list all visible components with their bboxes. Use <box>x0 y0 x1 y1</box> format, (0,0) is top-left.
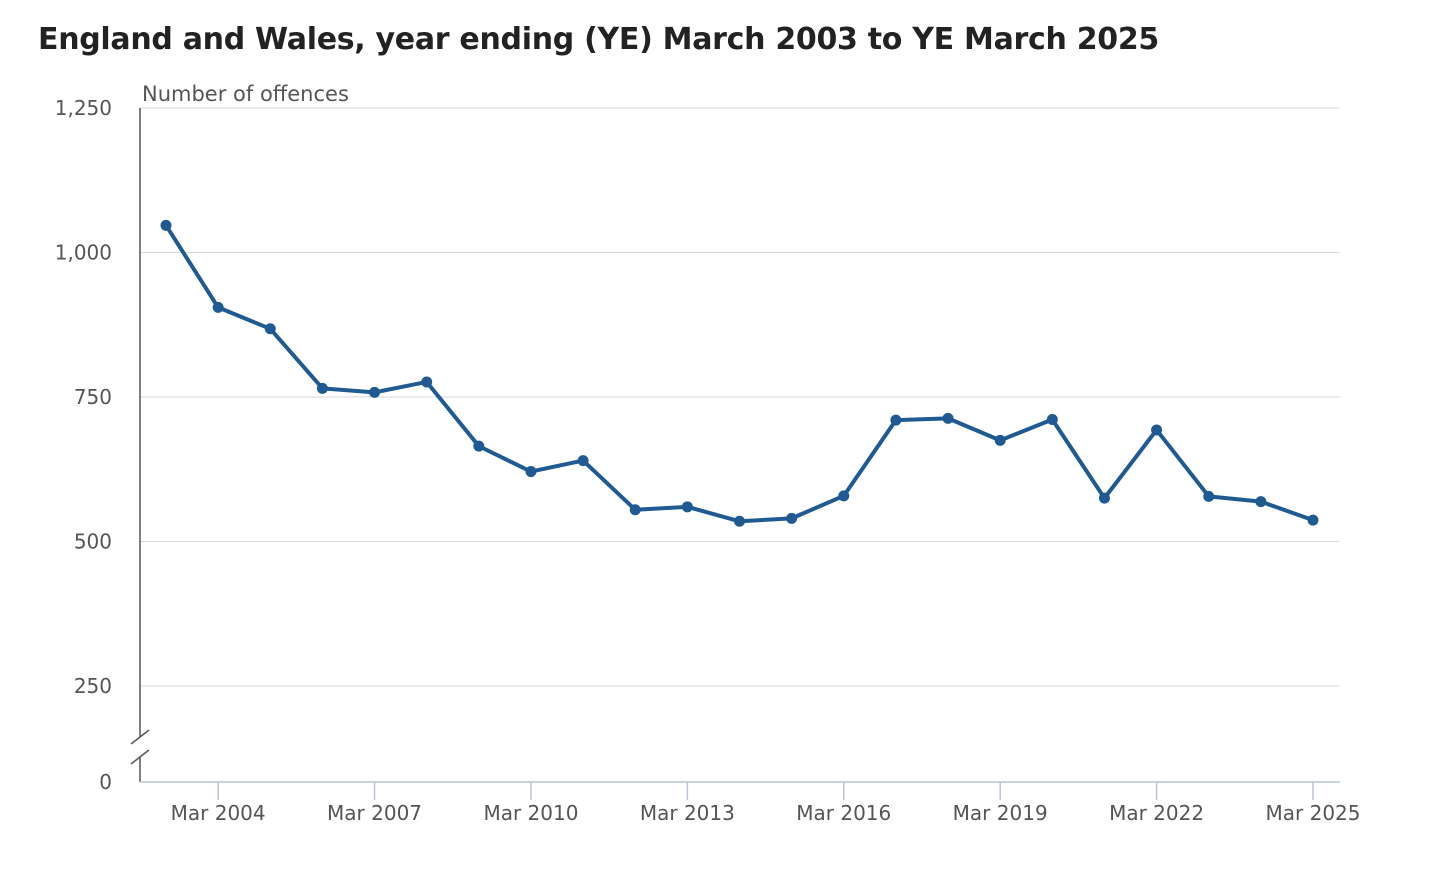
data-point[interactable] <box>890 414 902 426</box>
y-tick-label: 1,000 <box>55 241 112 265</box>
y-tick-label: 250 <box>74 674 112 698</box>
axis-break-mark <box>130 749 150 765</box>
data-point[interactable] <box>1151 424 1163 436</box>
x-tick-label: Mar 2019 <box>953 801 1048 825</box>
data-point[interactable] <box>629 504 641 516</box>
data-point[interactable] <box>1307 514 1319 526</box>
data-point[interactable] <box>369 386 381 398</box>
series-group <box>160 219 1319 527</box>
x-axis-ticks: Mar 2004 Mar 2007 Mar 2010 Mar 2013 Mar 2016… <box>171 782 1361 825</box>
data-point[interactable] <box>1098 492 1110 504</box>
y-tick-label: 500 <box>74 530 112 554</box>
data-point[interactable] <box>786 512 798 524</box>
data-point[interactable] <box>681 501 693 513</box>
x-tick-label: Mar 2025 <box>1266 801 1361 825</box>
x-tick-label: Mar 2007 <box>327 801 422 825</box>
data-point[interactable] <box>421 376 433 388</box>
data-point[interactable] <box>734 515 745 527</box>
y-tick-label: 750 <box>74 385 112 409</box>
data-point[interactable] <box>525 466 537 478</box>
x-tick-label: Mar 2022 <box>1109 801 1204 825</box>
data-point[interactable] <box>942 412 954 424</box>
data-point[interactable] <box>212 301 224 313</box>
grid-lines <box>140 107 1340 687</box>
data-point[interactable] <box>473 440 485 452</box>
y-tick-label: 1,250 <box>55 96 112 120</box>
data-point[interactable] <box>1203 490 1215 502</box>
x-tick-label: Mar 2016 <box>796 801 891 825</box>
data-point[interactable] <box>316 382 328 394</box>
series-line <box>164 223 1315 524</box>
data-point[interactable] <box>577 455 589 467</box>
data-point[interactable] <box>994 434 1006 446</box>
x-tick-label: Mar 2013 <box>640 801 735 825</box>
data-point[interactable] <box>1046 414 1058 426</box>
axes <box>130 108 1340 783</box>
data-point[interactable] <box>1255 496 1267 508</box>
data-point[interactable] <box>160 219 172 231</box>
data-point[interactable] <box>838 490 850 502</box>
chart-title: England and Wales, year ending (YE) Marc… <box>38 22 1159 57</box>
y-tick-label: 0 <box>99 770 112 794</box>
axis-break-mark <box>130 729 150 745</box>
data-point[interactable] <box>264 323 276 335</box>
y-axis-label: Number of offences <box>142 82 349 106</box>
y-axis-ticks: 0 250 500 750 1,000 1,250 <box>55 96 112 794</box>
x-tick-label: Mar 2004 <box>171 801 266 825</box>
x-tick-label: Mar 2010 <box>483 801 578 825</box>
